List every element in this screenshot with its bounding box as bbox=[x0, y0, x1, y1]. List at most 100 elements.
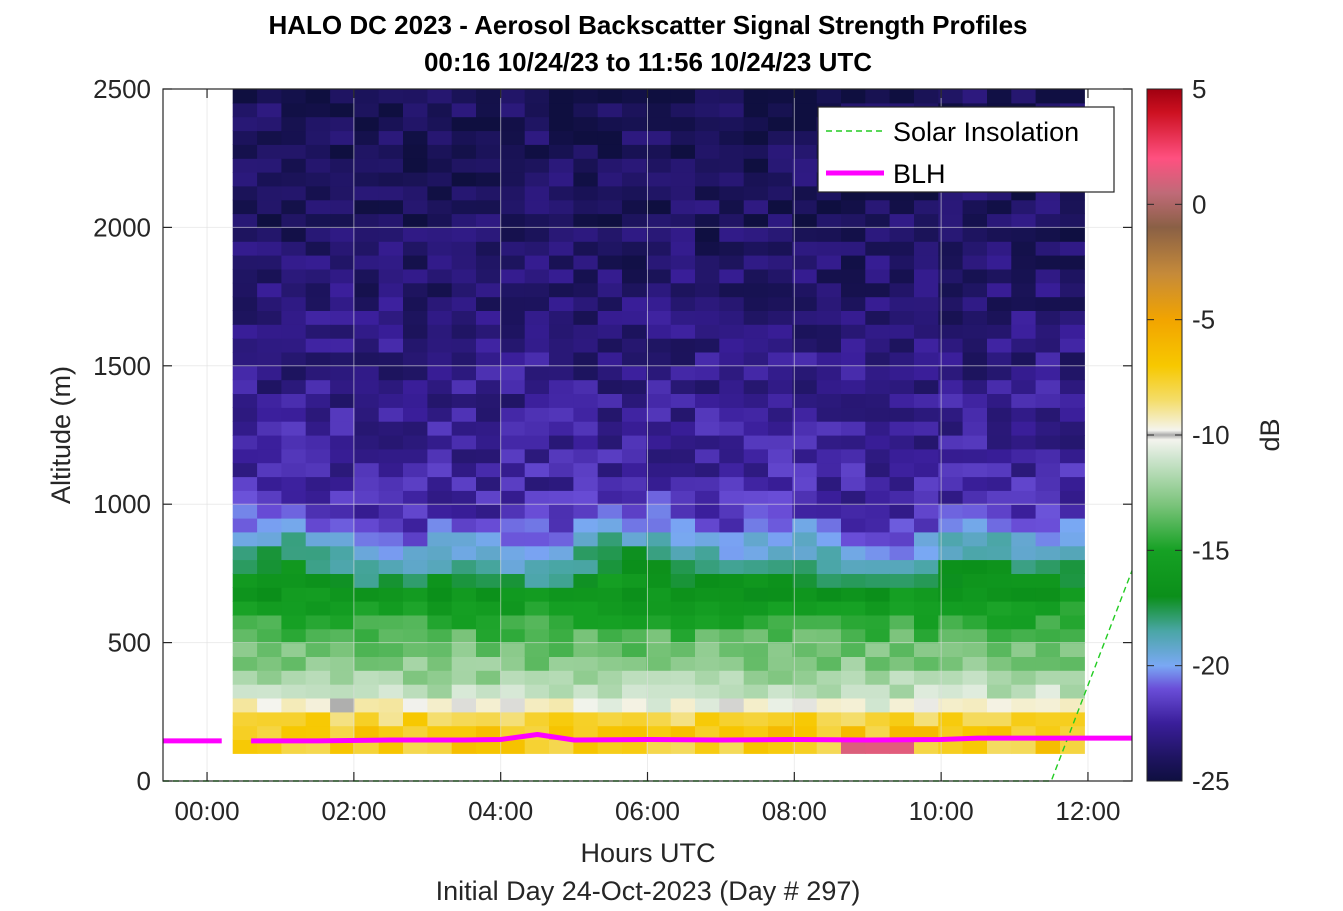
heatmap-cell bbox=[451, 227, 477, 242]
heatmap-cell bbox=[427, 310, 453, 325]
heatmap-cell bbox=[427, 614, 453, 630]
heatmap-cell bbox=[889, 310, 915, 325]
heatmap-cell bbox=[549, 614, 574, 630]
heatmap-cell bbox=[962, 614, 988, 630]
heatmap-cell bbox=[403, 338, 428, 353]
heatmap-cell bbox=[476, 407, 501, 422]
heatmap-cell bbox=[816, 698, 842, 713]
heatmap-cell bbox=[743, 116, 769, 132]
heatmap-cell bbox=[378, 435, 404, 450]
heatmap-cell bbox=[792, 725, 818, 740]
heatmap-cell bbox=[403, 587, 428, 602]
heatmap-cell bbox=[768, 393, 793, 408]
heatmap-cell bbox=[476, 352, 501, 367]
heatmap-cell bbox=[792, 227, 818, 242]
heatmap-cell bbox=[1060, 698, 1085, 713]
chart-title: HALO DC 2023 - Aerosol Backscatter Signa… bbox=[268, 10, 1027, 40]
heatmap-cell bbox=[670, 587, 696, 602]
heatmap-cell bbox=[1011, 241, 1037, 256]
heatmap-cell bbox=[305, 89, 331, 104]
heatmap-cell bbox=[573, 227, 599, 242]
heatmap-cell bbox=[889, 504, 915, 519]
heatmap-cell bbox=[962, 559, 988, 574]
heatmap-cell bbox=[792, 296, 818, 311]
heatmap-cell bbox=[987, 268, 1012, 284]
heatmap-cell bbox=[1035, 614, 1061, 630]
heatmap-cell bbox=[257, 296, 282, 311]
heatmap-cell bbox=[865, 255, 891, 270]
heatmap-cell bbox=[695, 241, 720, 256]
heatmap-cell bbox=[524, 587, 550, 602]
heatmap-cell bbox=[646, 199, 672, 215]
heatmap-cell bbox=[841, 268, 866, 284]
heatmap-cell bbox=[719, 393, 745, 408]
heatmap-cell bbox=[451, 642, 477, 657]
heatmap-cell bbox=[451, 587, 477, 602]
heatmap-cell bbox=[305, 227, 331, 242]
heatmap-cell bbox=[427, 255, 453, 270]
heatmap-cell bbox=[768, 255, 793, 270]
heatmap-cell bbox=[232, 656, 258, 671]
heatmap-cell bbox=[573, 89, 599, 104]
heatmap-cell bbox=[476, 518, 501, 533]
heatmap-cell bbox=[1035, 670, 1061, 685]
heatmap-cell bbox=[816, 338, 842, 353]
heatmap-cell bbox=[670, 490, 696, 505]
heatmap-cell bbox=[841, 601, 866, 616]
heatmap-cell bbox=[1011, 698, 1037, 713]
heatmap-cell bbox=[378, 587, 404, 602]
heatmap-cells bbox=[232, 89, 1085, 754]
heatmap-cell bbox=[792, 324, 818, 339]
heatmap-cell bbox=[427, 587, 453, 602]
heatmap-cell bbox=[622, 213, 647, 228]
heatmap-cell bbox=[962, 324, 988, 339]
heatmap-cell bbox=[378, 227, 404, 242]
heatmap-cell bbox=[816, 365, 842, 381]
heatmap-cell bbox=[500, 448, 526, 464]
heatmap-cell bbox=[695, 684, 720, 699]
heatmap-cell bbox=[549, 144, 574, 159]
heatmap-cell bbox=[451, 476, 477, 491]
heatmap-cell bbox=[451, 462, 477, 478]
heatmap-cell bbox=[232, 352, 258, 367]
heatmap-cell bbox=[646, 241, 672, 256]
heatmap-cell bbox=[841, 670, 866, 685]
heatmap-cell bbox=[354, 213, 380, 228]
y-tick-label: 1000 bbox=[93, 489, 151, 519]
heatmap-cell bbox=[500, 338, 526, 353]
heatmap-cell bbox=[427, 601, 453, 616]
heatmap-cell bbox=[622, 476, 647, 491]
heatmap-cell bbox=[1011, 255, 1037, 270]
heatmap-cell bbox=[524, 421, 550, 436]
heatmap-cell bbox=[476, 670, 501, 685]
heatmap-cell bbox=[865, 518, 891, 533]
heatmap-cell bbox=[719, 89, 745, 104]
heatmap-cell bbox=[914, 435, 939, 450]
heatmap-cell bbox=[792, 144, 818, 159]
x-tick-label: 02:00 bbox=[321, 796, 386, 826]
heatmap-cell bbox=[354, 185, 380, 201]
heatmap-cell bbox=[354, 490, 380, 505]
heatmap-cell bbox=[281, 199, 307, 215]
heatmap-cell bbox=[524, 559, 550, 574]
heatmap-cell bbox=[889, 476, 915, 491]
heatmap-cell bbox=[451, 102, 477, 118]
heatmap-cell bbox=[1035, 642, 1061, 657]
heatmap-cell bbox=[646, 462, 672, 478]
heatmap-cell bbox=[889, 587, 915, 602]
heatmap-cell bbox=[451, 310, 477, 325]
heatmap-cell bbox=[938, 352, 964, 367]
heatmap-cell bbox=[500, 739, 526, 754]
heatmap-cell bbox=[305, 587, 331, 602]
heatmap-cell bbox=[354, 642, 380, 657]
heatmap-cell bbox=[938, 296, 964, 311]
heatmap-cell bbox=[889, 614, 915, 630]
heatmap-cell bbox=[232, 296, 258, 311]
heatmap-cell bbox=[622, 227, 647, 242]
heatmap-cell bbox=[865, 296, 891, 311]
heatmap-cell bbox=[1011, 684, 1037, 699]
heatmap-cell bbox=[281, 172, 307, 187]
heatmap-cell bbox=[670, 282, 696, 298]
heatmap-cell bbox=[1011, 628, 1037, 644]
heatmap-cell bbox=[670, 89, 696, 104]
